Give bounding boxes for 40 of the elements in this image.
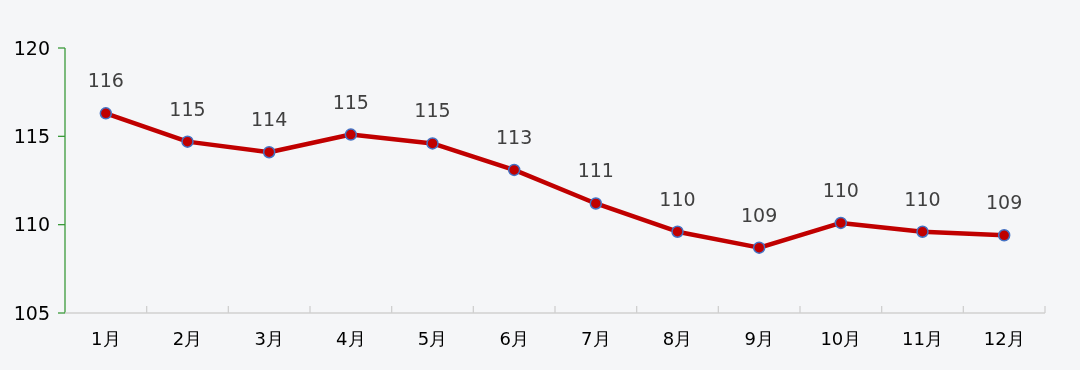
point xyxy=(671,225,684,238)
point xyxy=(589,197,603,210)
point xyxy=(344,128,358,141)
data-label: 115 xyxy=(332,90,369,113)
x-tick-label: 11月 xyxy=(902,328,943,349)
y-tick-label: 105 xyxy=(13,301,50,324)
x-tick-label: 6月 xyxy=(499,328,529,349)
x-tick-label: 5月 xyxy=(417,328,448,349)
point xyxy=(916,225,929,238)
point xyxy=(99,107,113,120)
x-tick-label: 2月 xyxy=(172,328,203,349)
point xyxy=(507,163,521,177)
x-tick-label: 12月 xyxy=(983,328,1025,349)
point xyxy=(262,145,276,159)
point xyxy=(752,241,766,254)
y-tick-label: 115 xyxy=(13,124,50,147)
point xyxy=(834,216,848,230)
y-tick-label: 120 xyxy=(13,36,50,59)
point xyxy=(181,135,194,148)
x-tick-label: 9月 xyxy=(744,328,774,349)
x-tick-label: 1月 xyxy=(91,328,121,349)
y-tick-label: 110 xyxy=(13,213,50,236)
x-tick-label: 8月 xyxy=(662,328,693,349)
x-tick-label: 3月 xyxy=(254,328,284,349)
data-label: 109 xyxy=(986,191,1023,214)
data-label: 115 xyxy=(169,97,206,120)
data-label: 113 xyxy=(496,125,533,148)
x-tick-label: 7月 xyxy=(581,328,611,349)
data-label: 110 xyxy=(904,187,941,210)
data-label: 110 xyxy=(659,187,696,210)
x-tick-label: 10月 xyxy=(820,328,862,349)
data-label: 111 xyxy=(577,159,614,182)
point xyxy=(426,137,439,150)
data-label: 109 xyxy=(741,203,778,226)
data-label: 116 xyxy=(87,69,124,92)
data-label: 114 xyxy=(251,108,288,131)
data-label: 115 xyxy=(414,99,451,122)
point xyxy=(997,229,1011,242)
data-label: 110 xyxy=(822,178,859,201)
x-tick-label: 4月 xyxy=(336,328,366,349)
